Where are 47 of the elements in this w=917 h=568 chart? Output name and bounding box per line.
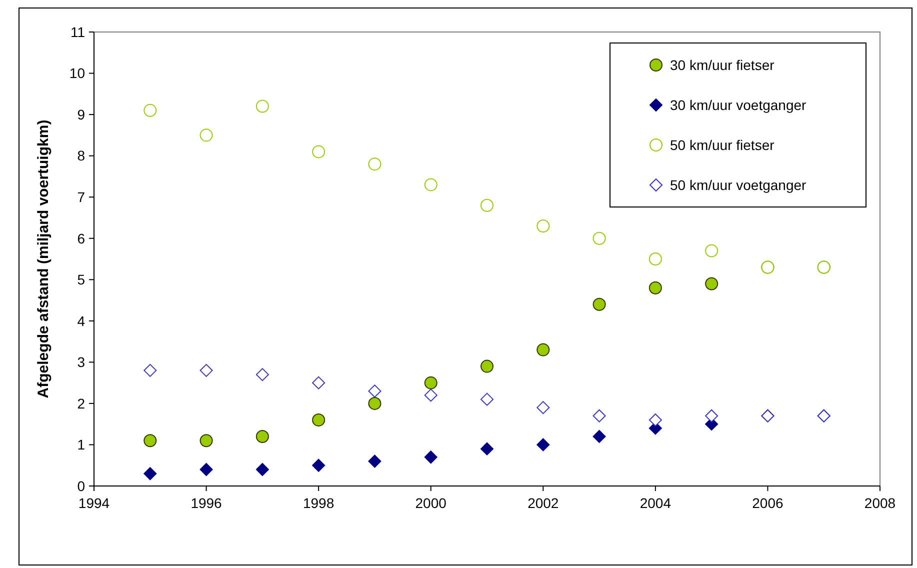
point — [368, 454, 382, 468]
point — [480, 442, 494, 456]
legend-label: 30 km/uur voetganger — [670, 96, 807, 113]
point — [705, 409, 718, 422]
point — [424, 376, 438, 390]
point — [480, 360, 494, 373]
point — [648, 281, 662, 294]
point — [368, 396, 382, 410]
point — [424, 450, 438, 464]
x-tick-label: 2002 — [528, 495, 559, 511]
legend-label: 50 km/uur voetganger — [670, 176, 807, 193]
point — [536, 343, 550, 356]
point — [200, 434, 213, 448]
y-tick-label: 3 — [77, 354, 86, 370]
point — [312, 458, 326, 472]
legend-label: 50 km/uur fietser — [670, 136, 775, 153]
y-tick-label: 6 — [77, 230, 86, 246]
x-tick-label: 2008 — [864, 495, 896, 511]
y-tick-label: 11 — [70, 24, 86, 40]
point — [312, 413, 326, 426]
point — [200, 462, 213, 476]
point — [144, 434, 157, 448]
point — [256, 430, 269, 443]
point — [536, 438, 550, 452]
x-tick-label: 1998 — [302, 495, 334, 511]
point — [648, 413, 662, 426]
y-axis-title: Afgelegde afstand (miljard voertuigkm) — [35, 120, 52, 398]
legend-label: 30 km/uur fietser — [670, 56, 775, 73]
x-tick-label: 2006 — [752, 495, 784, 511]
y-tick-label: 8 — [77, 148, 86, 164]
x-tick-label: 2004 — [640, 495, 672, 511]
point — [592, 298, 606, 311]
y-tick-label: 0 — [77, 478, 86, 494]
y-tick-label: 5 — [77, 272, 86, 288]
point — [705, 277, 718, 290]
point — [144, 467, 157, 480]
point — [256, 462, 269, 476]
y-tick-label: 10 — [69, 65, 86, 82]
point — [592, 430, 606, 443]
x-tick-label: 2000 — [415, 495, 447, 511]
y-tick-label: 7 — [77, 188, 86, 205]
y-tick-label: 9 — [77, 106, 86, 122]
y-tick-label: 1 — [77, 436, 86, 453]
y-tick-label: 4 — [77, 312, 86, 329]
x-tick-label: 1994 — [78, 495, 110, 511]
x-tick-label: 1996 — [190, 495, 222, 511]
y-tick-label: 2 — [77, 395, 86, 412]
